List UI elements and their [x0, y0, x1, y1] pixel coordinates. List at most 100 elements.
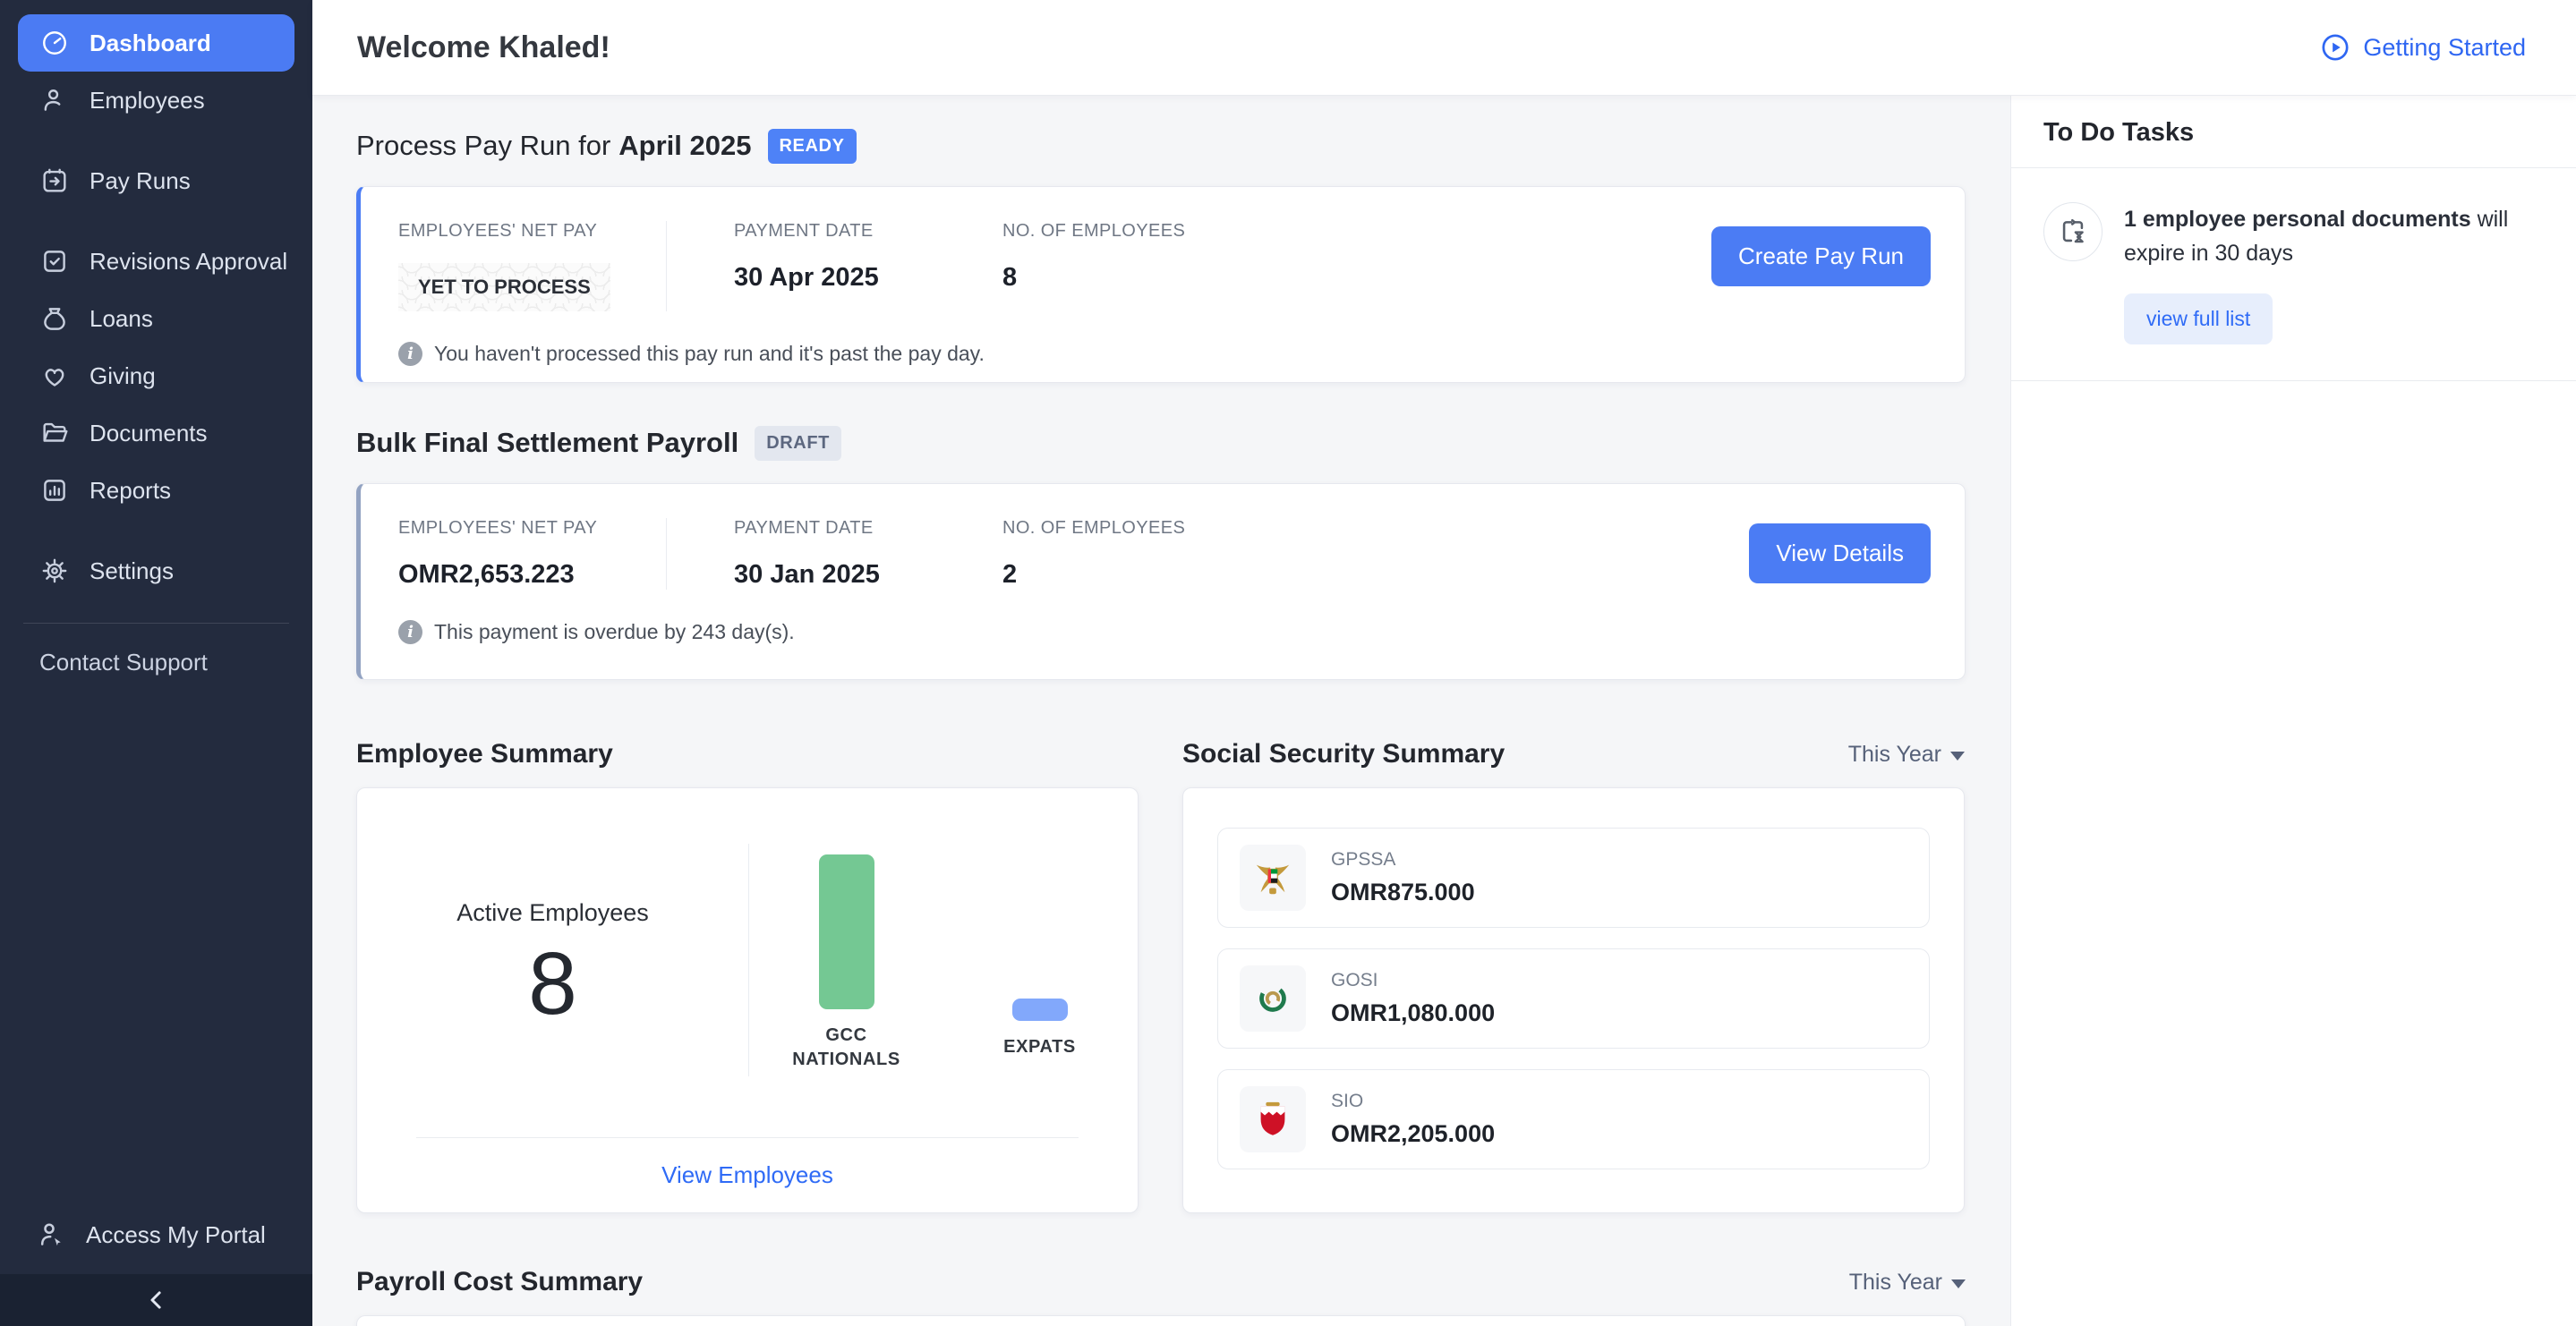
payroll-cost-card	[356, 1315, 1966, 1326]
settlement-card: EMPLOYEES' NET PAY OMR2,653.223 PAYMENT …	[356, 483, 1966, 680]
bar-group-gcc-nationals: GCC NATIONALS	[775, 854, 918, 1072]
chevron-left-icon	[150, 1291, 161, 1309]
sidebar-item-loans[interactable]: Loans	[0, 290, 312, 347]
employee-summary-content: Active Employees 8 GCC NATIONALS	[357, 788, 1138, 1137]
icon-tile	[1240, 965, 1306, 1032]
employee-count-label: NO. OF EMPLOYEES	[1002, 518, 1186, 538]
sidebar-item-documents[interactable]: Documents	[0, 404, 312, 462]
payroll-cost-period-dropdown[interactable]: This Year	[1849, 1270, 1966, 1296]
dashboard-main: Process Pay Run for April 2025 READY EMPL…	[312, 95, 2010, 1326]
sidebar-item-label: Settings	[90, 557, 174, 584]
sidebar-item-dashboard[interactable]: Dashboard	[18, 14, 294, 72]
document-expiry-icon	[2062, 218, 2084, 243]
task-icon-circle	[2043, 202, 2103, 261]
period-dropdown-label: This Year	[1847, 741, 1941, 767]
sidebar-item-pay-runs[interactable]: Pay Runs	[0, 152, 312, 209]
row-texts: SIO OMR2,205.000	[1331, 1091, 1495, 1148]
pay-run-title-prefix: Process Pay Run for	[356, 130, 611, 161]
sidebar-item-label: Documents	[90, 419, 208, 446]
uae-emblem-icon	[1256, 864, 1290, 895]
row-texts: GPSSA OMR875.000	[1331, 849, 1475, 906]
pay-run-section-title: Process Pay Run for April 2025	[356, 130, 752, 162]
settlement-section-header: Bulk Final Settlement Payroll DRAFT	[356, 422, 1966, 463]
pay-run-info-text: You haven't processed this pay run and i…	[434, 342, 985, 365]
active-employees-count: 8	[528, 933, 577, 1033]
status-badge-ready: READY	[767, 128, 857, 164]
reports-icon	[44, 480, 65, 501]
net-pay-column: EMPLOYEES' NET PAY OMR2,653.223	[398, 518, 667, 590]
authority-amount: OMR2,205.000	[1331, 1120, 1496, 1147]
payment-date-value: 30 Apr 2025	[734, 263, 879, 292]
pay-run-section-header: Process Pay Run for April 2025 READY	[356, 125, 1966, 166]
view-employees-link[interactable]: View Employees	[661, 1161, 833, 1188]
sidebar-item-settings[interactable]: Settings	[0, 542, 312, 599]
net-pay-value-chip: YET TO PROCESS	[398, 263, 610, 311]
social-security-title: Social Security Summary	[1182, 739, 1506, 769]
social-security-header: Social Security Summary This Year	[1182, 734, 1965, 775]
employee-count-column: NO. OF EMPLOYEES 2	[935, 518, 1927, 590]
authority-name: GPSSA	[1331, 849, 1396, 870]
getting-started-label: Getting Started	[2363, 33, 2526, 61]
settlement-section-title: Bulk Final Settlement Payroll	[356, 427, 739, 458]
payment-date-label: PAYMENT DATE	[734, 518, 874, 538]
settings-icon	[42, 558, 67, 583]
authority-name: SIO	[1331, 1091, 1364, 1111]
documents-icon	[43, 422, 68, 442]
sidebar-nav: Dashboard Employees Pay Runs Revisions A…	[0, 0, 312, 599]
view-full-list-button[interactable]: view full list	[2124, 293, 2273, 344]
employee-count-value: 8	[1002, 263, 1018, 292]
sidebar-collapse-button[interactable]	[0, 1274, 312, 1326]
employee-count-value: 2	[1002, 560, 1018, 589]
sidebar-item-label: Giving	[90, 361, 156, 389]
row-texts: GOSI OMR1,080.000	[1331, 970, 1495, 1027]
access-my-portal-link[interactable]: Access My Portal	[0, 1219, 312, 1274]
bar-label-gcc-nationals: GCC NATIONALS	[792, 1024, 900, 1069]
bar-expats	[1011, 999, 1068, 1021]
payment-date-label: PAYMENT DATE	[734, 221, 874, 241]
employee-summary-card: Active Employees 8 GCC NATIONALS	[356, 787, 1139, 1213]
icon-tile	[1240, 1086, 1306, 1152]
page-title: Welcome Khaled!	[357, 30, 610, 64]
net-pay-column: EMPLOYEES' NET PAY YET TO PROCESS	[398, 221, 667, 311]
portal-person-cursor-icon	[40, 1223, 61, 1246]
sidebar-item-label: Pay Runs	[90, 166, 191, 194]
chevron-down-icon	[1950, 751, 1965, 761]
authority-amount: OMR1,080.000	[1331, 999, 1496, 1026]
play-circle-icon	[2322, 34, 2349, 61]
revisions-approval-icon	[44, 251, 65, 272]
giving-icon	[45, 369, 64, 387]
info-icon: i	[398, 342, 422, 366]
pay-run-columns: EMPLOYEES' NET PAY YET TO PROCESS PAYMEN…	[398, 221, 1927, 311]
active-employees-block: Active Employees 8	[357, 788, 748, 1137]
sidebar-item-label: Employees	[90, 86, 205, 114]
sidebar-item-label: Loans	[90, 304, 153, 332]
settlement-info-text: This payment is overdue by 243 day(s).	[434, 620, 795, 643]
sidebar-spacer	[0, 209, 312, 233]
sidebar: Dashboard Employees Pay Runs Revisions A…	[0, 0, 312, 1326]
bar-wrap	[818, 854, 874, 1009]
getting-started-link[interactable]: Getting Started	[2320, 32, 2526, 63]
payment-date-column: PAYMENT DATE 30 Jan 2025	[667, 518, 935, 590]
sidebar-divider	[23, 623, 289, 624]
sidebar-item-label: Dashboard	[90, 29, 211, 56]
pay-run-info-row: i You haven't processed this pay run and…	[398, 342, 1927, 366]
contact-support-link[interactable]: Contact Support	[39, 649, 208, 676]
settlement-columns: EMPLOYEES' NET PAY OMR2,653.223 PAYMENT …	[398, 518, 1927, 590]
net-pay-label: EMPLOYEES' NET PAY	[398, 221, 598, 241]
social-security-period-dropdown[interactable]: This Year	[1848, 742, 1965, 768]
access-my-portal-label: Access My Portal	[86, 1220, 266, 1248]
settlement-info-row: i This payment is overdue by 243 day(s).	[398, 620, 1927, 644]
sidebar-item-employees[interactable]: Employees	[0, 72, 312, 129]
sidebar-item-label: Reports	[90, 476, 172, 504]
employee-summary-title: Employee Summary	[356, 739, 613, 769]
chevron-down-icon	[1951, 1279, 1966, 1288]
sidebar-item-giving[interactable]: Giving	[0, 347, 312, 404]
create-pay-run-button[interactable]: Create Pay Run	[1711, 226, 1931, 286]
sidebar-item-reports[interactable]: Reports	[0, 462, 312, 519]
gosi-logo-icon	[1259, 985, 1286, 1012]
task-text-bold: 1 employee personal documents	[2124, 207, 2471, 232]
view-details-button[interactable]: View Details	[1749, 523, 1931, 583]
body-row: Process Pay Run for April 2025 READY EMPL…	[312, 95, 2576, 1326]
sidebar-item-revisions-approval[interactable]: Revisions Approval	[0, 233, 312, 290]
task-text-rest: will expire in 30 days	[2124, 207, 2509, 266]
